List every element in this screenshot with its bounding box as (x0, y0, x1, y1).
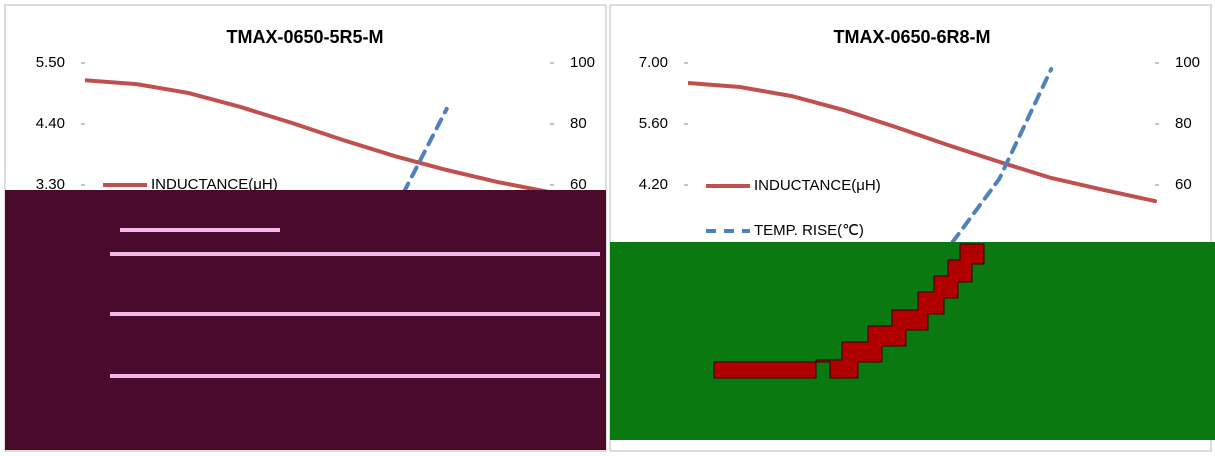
series-line (688, 81, 1157, 204)
corrupted-stripe (110, 252, 600, 256)
corrupted-stripe (110, 374, 600, 378)
y2-tick-label: 80 (1175, 115, 1192, 132)
y2-tick-label: 100 (1175, 54, 1200, 71)
corrupted-region (610, 242, 1215, 440)
y2-tick-label: 80 (570, 115, 587, 132)
series-line (85, 78, 552, 195)
y-tick-label: 4.40 (36, 115, 65, 132)
y2-tick-label: 60 (1175, 176, 1192, 193)
legend-label: INDUCTANCE(μH) (151, 176, 278, 193)
y-tick-label: 3.30 (36, 176, 65, 193)
legend-label: TEMP. RISE(℃) (754, 222, 864, 239)
corrupted-stripe (120, 228, 280, 232)
y-tick-label: 4.20 (639, 176, 668, 193)
y-tick-label: 5.60 (639, 115, 668, 132)
y-tick-label: 5.50 (36, 54, 65, 71)
chart-title: TMAX-0650-6R8-M (833, 27, 990, 47)
corrupted-stripe (110, 312, 600, 316)
y2-tick-label: 100 (570, 54, 595, 71)
corrupted-steps (713, 243, 985, 379)
corrupted-region (5, 190, 606, 450)
chart-title: TMAX-0650-5R5-M (226, 27, 383, 47)
y-tick-label: 7.00 (639, 54, 668, 71)
legend-label: INDUCTANCE(μH) (754, 177, 881, 194)
y2-tick-label: 60 (570, 176, 587, 193)
